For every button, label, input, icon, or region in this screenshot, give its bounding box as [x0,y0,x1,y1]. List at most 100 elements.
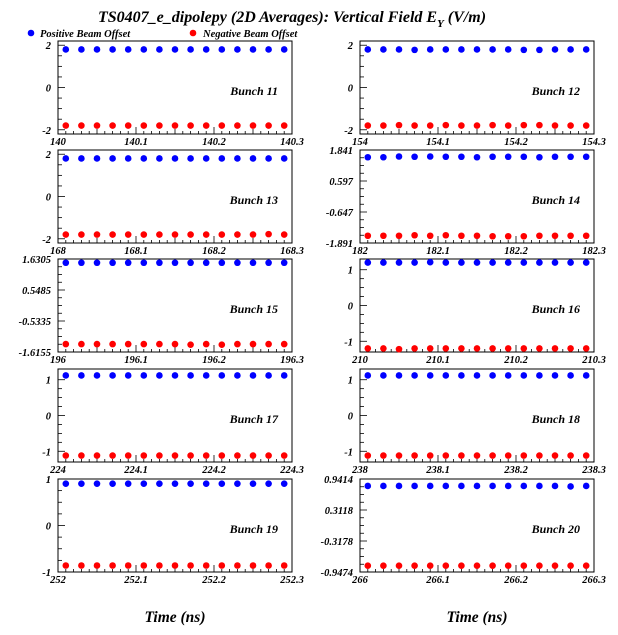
point-negative [124,452,132,459]
panel-label: Bunch 20 [531,522,580,536]
point-positive [395,259,403,266]
panel-7: 224 224.1 224.2 224.3 1 0 -1 Bunch 17 [42,368,304,476]
point-negative [536,121,543,129]
point-positive [582,482,590,490]
point-positive [265,480,272,487]
point-negative [380,122,387,129]
point-positive [156,259,163,267]
point-positive [473,482,481,490]
point-negative [567,562,574,570]
y-tick-label: -1 [344,337,353,348]
point-positive [265,372,272,379]
point-positive [473,46,481,53]
point-negative [93,122,101,129]
point-positive [62,372,70,379]
point-positive [426,482,434,490]
y-tick-label: -2 [42,235,51,246]
point-negative [395,452,403,459]
panel-frame [359,149,595,244]
point-negative [280,231,288,238]
y-tick-label: 1 [46,475,51,486]
point-positive [109,259,116,267]
point-negative [551,452,559,459]
point-negative [458,452,465,459]
x-tick-label: 238.2 [503,465,528,476]
point-positive [567,153,574,161]
point-positive [395,482,403,490]
point-positive [551,153,559,161]
point-negative [265,230,272,238]
point-negative [280,562,288,569]
point-negative [109,562,116,569]
point-negative [265,562,272,569]
figure-title-main: TS0407_e_dipolepy (2D Averages): Vertica… [98,9,437,26]
point-positive [489,46,496,53]
point-negative [395,121,403,129]
point-negative [202,340,210,348]
point-positive [582,372,590,379]
point-positive [426,46,434,53]
y-tick-label: -0.3178 [321,537,354,548]
point-positive [442,46,450,53]
figure-title-units: (V/m) [444,9,486,26]
panel-frame [359,258,595,353]
point-positive [411,482,418,490]
point-positive [249,155,257,162]
point-positive [109,372,116,379]
point-positive [442,482,450,490]
point-positive [218,46,226,53]
point-positive [411,259,418,266]
point-negative [536,345,543,352]
point-positive [249,372,257,379]
legend-marker-negative [189,29,197,37]
point-negative [473,345,481,352]
point-negative [140,452,148,459]
y-tick-label: 0 [348,84,354,95]
panel-label: Bunch 14 [531,193,580,207]
x-tick-label: 140.2 [202,137,226,148]
panel-frame [359,478,595,573]
legend: Positive Beam Offset Negative Beam Offse… [27,29,298,40]
point-positive [140,259,148,267]
point-negative [458,562,465,570]
x-tick-label: 168.1 [124,246,148,257]
point-negative [411,345,418,352]
y-tick-label: -0.5335 [19,317,51,328]
y-tick-label: 0.5485 [22,286,51,297]
point-positive [187,46,194,53]
point-positive [504,259,512,266]
point-negative [78,340,85,348]
point-positive [504,153,512,161]
point-negative [395,232,403,240]
panel-frame [57,368,293,463]
point-positive [109,480,116,487]
point-positive [520,153,528,161]
point-positive [218,372,226,379]
point-positive [442,259,450,266]
point-negative [140,340,148,348]
point-positive [536,153,543,161]
point-negative [380,345,387,352]
point-negative [473,122,481,129]
legend-marker-positive [27,29,35,37]
point-positive [380,46,387,53]
point-negative [504,122,512,129]
point-negative [187,452,194,459]
point-positive [171,480,179,487]
point-negative [504,452,512,459]
point-negative [582,562,590,570]
y-tick-label: -1.6155 [19,348,51,359]
point-negative [187,562,194,569]
y-tick-label: 0.597 [329,177,353,188]
x-tick-label: 210 [351,355,369,366]
y-tick-label: -1.891 [326,239,353,250]
y-tick-label: 1 [348,266,353,277]
point-negative [156,562,163,569]
point-negative [249,562,257,569]
point-positive [202,480,210,487]
point-negative [567,122,574,129]
point-positive [265,155,272,162]
x-tick-label: 238.1 [425,465,450,476]
